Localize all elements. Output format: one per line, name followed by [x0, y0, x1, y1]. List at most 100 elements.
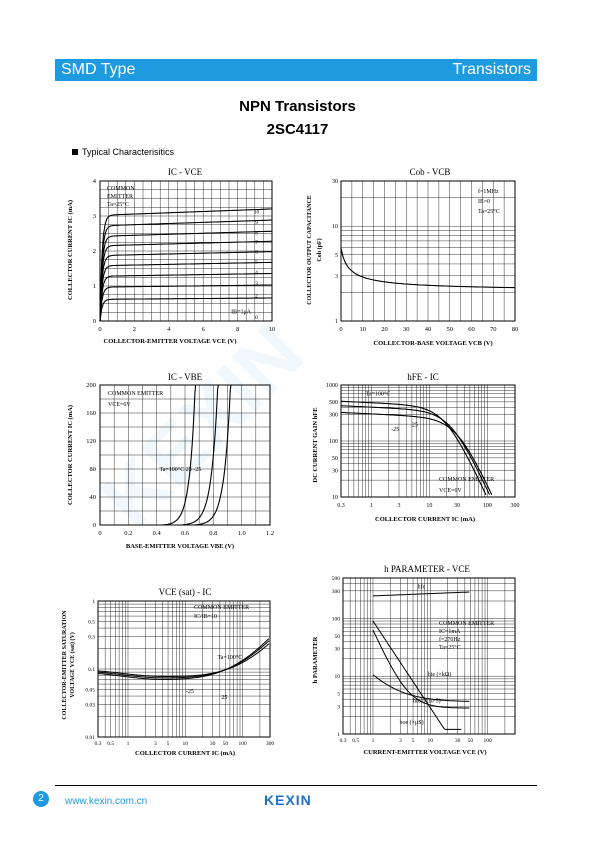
ic-vbe-curve [190, 384, 232, 526]
y-tick-label: 80 [90, 466, 97, 473]
ic-vbe-curve [177, 384, 219, 526]
curve-label: 7 [255, 240, 258, 246]
x-tick-label: 30 [210, 741, 216, 747]
chart-title: IC - VCE [168, 167, 203, 177]
vcesat-curve [97, 638, 270, 680]
x-tick-label: 0.3 [340, 738, 347, 744]
annotation: Ta=25°C [107, 201, 129, 208]
x-tick-label: 4 [167, 326, 171, 333]
curve-label: 8 [255, 230, 258, 236]
vcesat-curve [97, 640, 270, 679]
x-tick-label: 0 [98, 326, 101, 333]
footer-divider [55, 785, 537, 786]
annotation: f=270Hz [439, 636, 461, 643]
y-tick-label: 30 [335, 647, 341, 653]
ic-curve [99, 208, 272, 322]
y-tick-label: 10 [335, 674, 341, 680]
x-tick-label: 3 [398, 503, 401, 509]
x-tick-label: 40 [425, 326, 432, 333]
x-tick-label: 10 [426, 503, 432, 509]
x-tick-label: 1.0 [238, 530, 246, 537]
chart-title: VCE (sat) - IC [159, 587, 212, 597]
y-tick-label: 100 [332, 616, 341, 622]
y-tick-label: 500 [329, 400, 338, 406]
curve-label: 10 [254, 209, 260, 215]
x-tick-label: 0.8 [209, 530, 217, 537]
curve-label: -25 [391, 427, 399, 433]
y-tick-label: 30 [332, 179, 338, 185]
y-tick-label: 50 [332, 456, 338, 462]
hfe-curve [341, 411, 493, 495]
x-tick-label: 0 [339, 326, 342, 333]
x-tick-label: 0.5 [352, 738, 359, 744]
page-title: NPN Transistors [239, 98, 356, 115]
y-tick-label: 2 [93, 248, 96, 255]
x-tick-label: 50 [447, 326, 454, 333]
x-tick-label: 10 [360, 326, 367, 333]
annotation: f=1MHz [478, 188, 499, 195]
x-tick-label: 20 [381, 326, 388, 333]
x-tick-label: 0 [98, 530, 101, 537]
x-axis-label: COLLECTOR-EMITTER VOLTAGE VCE (V) [104, 338, 237, 345]
annotation: COMMON EMITTER [439, 477, 494, 483]
x-tick-label: 50 [468, 738, 474, 744]
annotation: COMMON EMITTER [108, 391, 163, 397]
annotation: COMMON [107, 186, 135, 192]
y-tick-label: 0 [93, 318, 96, 325]
y-tick-label: 500 [332, 576, 341, 582]
vcesat-curve [97, 643, 270, 677]
y-tick-label: 200 [86, 382, 96, 389]
x-tick-label: 0.3 [95, 741, 102, 747]
annotation: VCE=6V [108, 402, 131, 408]
plot-frame [340, 180, 516, 322]
curve-label: 3 [255, 281, 258, 287]
y-tick-label: 3 [335, 274, 338, 280]
footer-url[interactable]: www.kexin.com.cn [65, 796, 148, 807]
ic-curve [99, 251, 273, 322]
h-param-curve [373, 591, 470, 597]
chart-vcesat-ic: VCE (sat) - IC 0.3 0.5 1 3 5 10 30 50 100 300 0.01… [62, 587, 275, 757]
x-axis-label: BASE-EMITTER VOLTAGE VBE (V) [126, 543, 234, 550]
x-tick-label: 10 [183, 741, 189, 747]
y-tick-label: 0 [93, 522, 96, 529]
x-tick-label: 0.5 [107, 741, 114, 747]
x-tick-label: 300 [266, 741, 275, 747]
chart-hfe-ic: hFE - IC 0.3 1 3 10 30 100 300 10 30 50 100 300 500 1… [312, 372, 520, 523]
y-tick-label: 50 [335, 634, 341, 640]
curve-label: hfe [418, 583, 426, 590]
y-tick-label: 0.01 [85, 735, 95, 741]
x-tick-label: 50 [223, 741, 229, 747]
ib-label: IB=1μA [231, 310, 252, 316]
ic-vbe-curve [159, 384, 197, 526]
x-tick-label: 300 [511, 503, 520, 509]
y-tick-label: 160 [86, 410, 96, 417]
curve-label: hoe (×μS) [399, 719, 423, 726]
ic-curve [99, 297, 272, 322]
x-axis-label: CURRENT-EMITTER VOLTAGE VCE (V) [363, 749, 486, 756]
cob-curve [340, 248, 515, 289]
kexin-logo: KEXIN [264, 792, 312, 808]
x-tick-label: 0.3 [337, 503, 345, 509]
curve-label: 5 [255, 260, 258, 266]
x-axis-label: COLLECTOR CURRENT IC (mA) [375, 516, 475, 523]
x-tick-label: 80 [512, 326, 519, 333]
y-tick-label: 1 [337, 732, 340, 738]
ic-curve [99, 261, 272, 322]
chart-hparam-vce: h PARAMETER - VCE 0.3 0.5 1 3 5 10 30 50 100 1 3 5 1… [312, 564, 516, 756]
y-axis-unit: Cob (pF) [316, 238, 323, 261]
y-tick-label: 0.1 [88, 667, 95, 673]
annotation: IC=1mA [439, 629, 461, 635]
y-tick-label: 1000 [326, 383, 338, 389]
curve-label: 25 [221, 695, 227, 701]
annotation: Ta=25°C [478, 208, 500, 215]
y-tick-label: 0.5 [88, 619, 95, 625]
x-tick-label: 1 [370, 503, 373, 509]
y-tick-label: 300 [332, 589, 341, 595]
bullet-icon [72, 149, 78, 155]
section-heading: Typical Characterisitics [72, 147, 174, 157]
y-tick-label: 4 [93, 178, 97, 185]
y-tick-label: 3 [337, 704, 340, 710]
y-tick-label: 1 [92, 599, 95, 605]
x-axis-label: COLLECTOR CURRENT IC (mA) [135, 750, 235, 757]
curve-label: Ta=100°C [218, 654, 243, 661]
